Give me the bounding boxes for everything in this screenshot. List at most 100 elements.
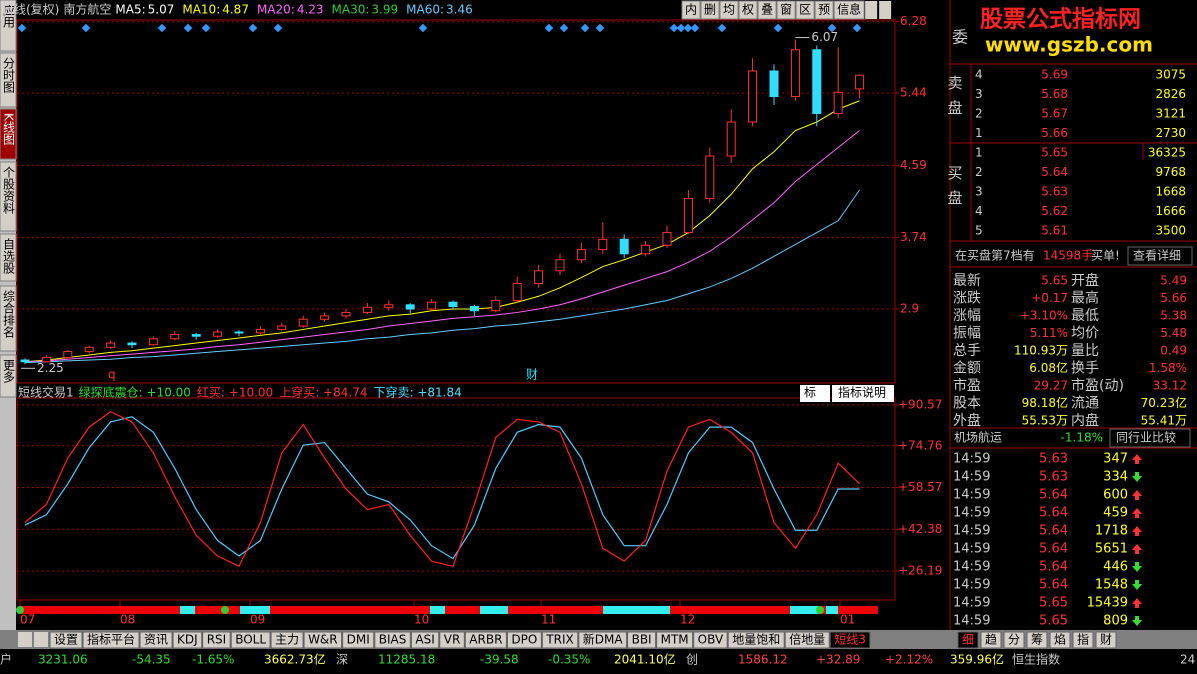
toolbar-arrow[interactable]	[865, 1, 878, 19]
book-price: 5.64	[1041, 165, 1068, 179]
left-tab-label[interactable]: 应用	[2, 3, 16, 29]
left-tab[interactable]	[0, 52, 17, 108]
left-tab[interactable]	[0, 108, 17, 160]
side-tab	[1072, 631, 1094, 649]
bottom-tab-label[interactable]: BOLL	[235, 633, 266, 647]
side-tab-label[interactable]: 指	[1077, 632, 1089, 647]
tab-scroll-left[interactable]	[18, 632, 32, 647]
toolbar-button[interactable]: 均	[723, 3, 735, 17]
bottom-tab-label[interactable]: MTM	[661, 633, 689, 647]
stat-value: 5.11%	[1030, 326, 1068, 340]
toolbar-button[interactable]: 删	[704, 3, 716, 17]
detail-button[interactable]: 查看详细	[1133, 248, 1181, 263]
bottom-tab-label[interactable]: W&R	[308, 633, 338, 647]
stat-value: 5.66	[1160, 291, 1187, 305]
side-tab-label[interactable]: 焰	[1054, 632, 1066, 647]
signal-diamond	[418, 23, 428, 33]
indicator-button[interactable]: 指标说明	[838, 385, 886, 400]
toolbar-button[interactable]: 信息	[837, 2, 861, 17]
bottom-tab-label[interactable]: DMI	[347, 633, 370, 647]
left-tab-label[interactable]: 分时图	[2, 57, 16, 93]
tick-direction-arrow	[1132, 472, 1142, 482]
tab-scroll-right[interactable]	[34, 632, 48, 647]
book-price: 5.66	[1041, 126, 1068, 140]
book-price: 5.63	[1041, 185, 1068, 199]
book-volume: 1666	[1155, 204, 1186, 218]
bottom-tab-label[interactable]: VR	[444, 633, 461, 647]
bottom-tab-label[interactable]: ARBR	[469, 633, 502, 647]
left-tab[interactable]	[0, 285, 17, 352]
bottom-tab-label[interactable]: OBV	[698, 633, 724, 647]
industry-name: 机场航运	[954, 430, 1002, 445]
bottom-tab-label[interactable]: ASI	[415, 633, 434, 647]
book-volume: 3121	[1155, 107, 1186, 121]
toolbar-button[interactable]: 区	[799, 3, 811, 17]
candle-body	[405, 304, 415, 310]
stat-label: 最高	[1071, 290, 1099, 307]
left-tab[interactable]	[0, 233, 17, 282]
bottom-tab	[439, 631, 465, 649]
bottom-tab-label[interactable]: RSI	[207, 633, 227, 647]
toolbar-button[interactable]: 窗	[780, 3, 792, 17]
toolbar-button[interactable]: 预	[818, 3, 830, 17]
ma-label: MA20:	[257, 3, 295, 17]
side-tab	[957, 631, 979, 649]
tick-direction-arrow	[1132, 598, 1142, 608]
stat-value: 5.65	[1041, 274, 1068, 288]
bottom-tab	[139, 631, 173, 649]
compare-button[interactable]: 同行业比较	[1116, 430, 1176, 445]
toolbar-button[interactable]: 内	[685, 3, 697, 17]
book-level: 2	[975, 107, 983, 121]
side-tab	[1095, 631, 1117, 649]
tick-volume: 347	[1103, 452, 1128, 467]
status-item: 11285.18	[378, 653, 435, 667]
tick-time: 14:59	[953, 578, 990, 593]
side-tab-label[interactable]: 分	[1008, 633, 1020, 647]
side-tab	[1049, 631, 1071, 649]
toolbar-button[interactable]: 权	[742, 3, 754, 17]
y-tick-label: 5.44	[900, 86, 927, 100]
signal-strip	[20, 606, 878, 614]
candle-body	[298, 318, 308, 327]
bottom-tab-label[interactable]: 短线3	[834, 633, 866, 647]
status-bar	[0, 650, 1197, 670]
left-tab-label[interactable]: 自选股	[2, 238, 16, 275]
bottom-tab-label[interactable]: BBI	[632, 633, 652, 647]
candle-body	[469, 305, 479, 312]
bottom-tab-label[interactable]: 指标平台	[87, 632, 135, 647]
left-tab-label[interactable]: K线图	[2, 113, 16, 145]
side-tab-label[interactable]: 细	[962, 633, 974, 647]
left-tab-label[interactable]: 个股资料	[2, 166, 16, 214]
side-tab-label[interactable]: 财	[1100, 633, 1112, 647]
signal-strip-segment	[603, 606, 670, 614]
side-tab-label[interactable]: 筹	[1031, 633, 1043, 647]
toolbar-button[interactable]: 叠	[761, 3, 773, 17]
left-tab[interactable]	[0, 161, 17, 232]
book-level: 2	[975, 165, 983, 179]
bottom-tab-label[interactable]: 设置	[54, 633, 78, 647]
bottom-tab-label[interactable]: TRIX	[545, 633, 573, 647]
indicator-line	[24, 416, 860, 560]
bottom-tab-label[interactable]: DPO	[511, 633, 537, 647]
left-tab-label[interactable]: 综合排名	[2, 290, 16, 338]
left-tab[interactable]	[0, 354, 17, 398]
bottom-tab-label[interactable]: 地量饱和	[732, 632, 780, 647]
side-tab-label[interactable]: 趋	[985, 633, 997, 647]
status-item: +32.89	[816, 653, 860, 667]
stat-label: 最低	[1071, 308, 1099, 324]
tick-direction-arrow	[1132, 490, 1142, 500]
tick-direction-arrow	[1132, 616, 1142, 626]
bottom-tab-label[interactable]: 倍地量	[789, 632, 825, 647]
left-tab-label[interactable]: 更多	[2, 359, 16, 384]
ma-value: 3.99	[371, 3, 398, 17]
bottom-tab-label[interactable]: 资讯	[144, 633, 168, 647]
tick-volume: 809	[1103, 614, 1128, 629]
bottom-tab-label[interactable]: 新DMA	[583, 632, 624, 647]
stat-label: 振幅	[953, 326, 981, 342]
toolbar-menu[interactable]	[879, 1, 892, 19]
bottom-tab-label[interactable]: KDJ	[177, 633, 198, 647]
bottom-tab-label[interactable]: 主力	[275, 633, 299, 647]
left-tab[interactable]	[0, 0, 17, 52]
bottom-tab-label[interactable]: BIAS	[379, 633, 407, 647]
indicator-button[interactable]: 标	[804, 386, 816, 400]
